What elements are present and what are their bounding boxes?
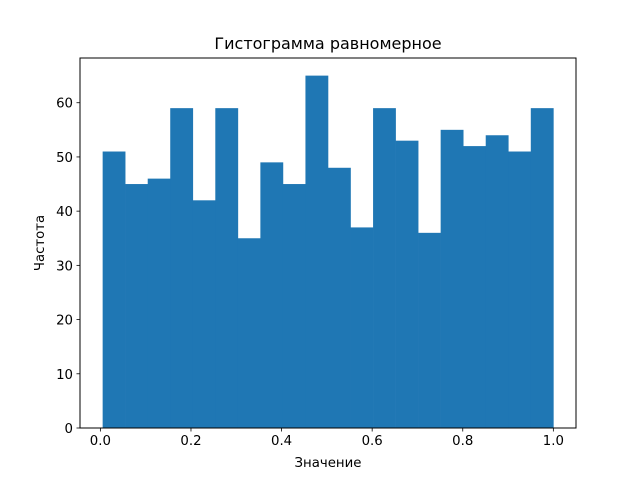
y-tick-label: 30 (56, 259, 73, 274)
histogram-bar (147, 178, 171, 428)
y-tick-label: 40 (56, 205, 73, 220)
histogram-bar (282, 184, 306, 428)
histogram-bar (215, 108, 239, 429)
histogram-bar (237, 238, 261, 428)
bars-group (102, 75, 554, 429)
y-axis-label: Частота (33, 215, 48, 271)
histogram-bar (440, 129, 464, 429)
x-tick-label: 0.8 (452, 434, 473, 449)
x-tick-label: 0.0 (90, 434, 111, 449)
x-tick-label: 0.6 (362, 434, 383, 449)
histogram-bar (508, 151, 532, 428)
y-tick-label: 20 (56, 314, 73, 329)
y-tick-label: 60 (56, 97, 73, 112)
histogram-bar (395, 140, 419, 428)
histogram-bar (328, 167, 351, 428)
y-tick-label: 10 (56, 368, 73, 383)
histogram-bar (463, 146, 487, 428)
y-tick-label: 0 (65, 422, 73, 437)
histogram-bar (418, 232, 441, 428)
histogram-bar (350, 227, 374, 428)
x-axis: 0.0 0.2 0.4 0.6 0.8 1.0 (90, 428, 564, 449)
histogram-bar (125, 184, 149, 428)
x-tick-label: 0.2 (180, 434, 201, 449)
histogram-bar (373, 108, 396, 429)
histogram-bar (260, 162, 284, 428)
y-axis: 0 10 20 30 40 50 60 (56, 97, 80, 437)
histogram-bar (305, 75, 329, 428)
y-tick-label: 50 (56, 151, 73, 166)
histogram-bar (170, 108, 194, 429)
histogram-bar (530, 108, 554, 429)
histogram-bar (102, 151, 126, 428)
x-axis-label: Значение (295, 456, 362, 471)
histogram-bar (192, 200, 216, 428)
chart-title: Гистограмма равномерное (214, 34, 441, 53)
x-tick-label: 1.0 (543, 434, 564, 449)
plot-frame (79, 57, 577, 429)
x-tick-label: 0.4 (271, 434, 292, 449)
histogram-bar (485, 135, 509, 428)
